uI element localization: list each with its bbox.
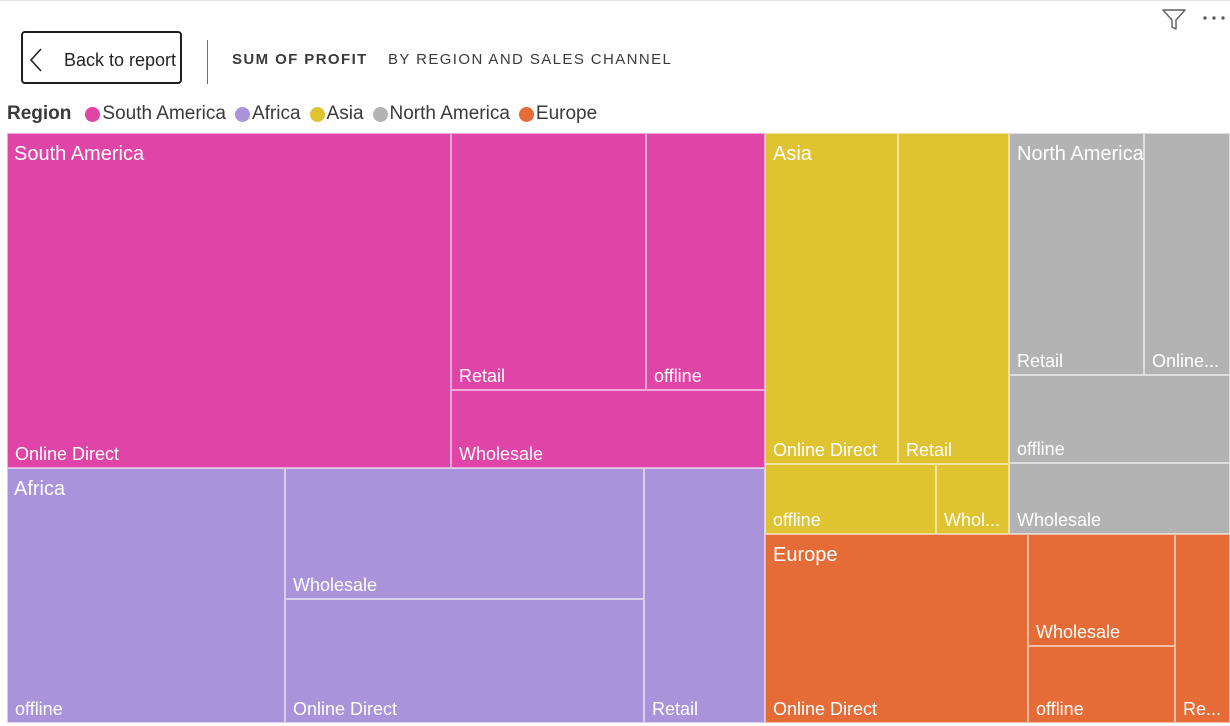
treemap-tile-south-america-online-direct[interactable]: Online Direct bbox=[7, 133, 451, 468]
tile-label: Retail bbox=[906, 440, 953, 460]
legend-item-africa[interactable]: Africa bbox=[234, 103, 301, 125]
treemap-tile-asia-online-direct[interactable]: Online Direct bbox=[765, 133, 898, 464]
treemap-tile-europe-online-direct[interactable]: Online Direct bbox=[765, 534, 1028, 723]
tile-label: Online Direct bbox=[773, 440, 878, 460]
tile-label: Online Direct bbox=[293, 699, 398, 719]
more-options-icon[interactable] bbox=[1201, 8, 1227, 28]
legend-label: Asia bbox=[326, 103, 364, 124]
tile-label: Online Direct bbox=[773, 699, 878, 719]
tile-label: Retail bbox=[459, 366, 506, 386]
tile-label: Online... bbox=[1152, 351, 1220, 371]
header-divider bbox=[207, 40, 208, 84]
treemap-tile-asia-retail[interactable]: Retail bbox=[898, 133, 1009, 464]
tile-label: offline bbox=[1036, 699, 1084, 719]
treemap-tile-africa-retail[interactable]: Retail bbox=[644, 468, 765, 723]
legend-label: North America bbox=[389, 103, 510, 124]
legend-item-north-america[interactable]: North America bbox=[372, 103, 510, 125]
chart-legend: Region South America Africa Asia North A… bbox=[7, 101, 606, 127]
back-to-report-button[interactable]: Back to report bbox=[21, 31, 182, 84]
treemap-tile-europe-wholesale[interactable]: Wholesale bbox=[1028, 534, 1175, 646]
chart-title-measure: SUM OF PROFIT bbox=[232, 51, 368, 68]
tile-label: Wholesale bbox=[459, 444, 544, 464]
tile-label: Wholesale bbox=[293, 575, 378, 595]
treemap-tile-south-america-retail[interactable]: Retail bbox=[451, 133, 646, 390]
legend-label: Africa bbox=[251, 103, 301, 124]
top-border bbox=[0, 0, 1230, 1]
treemap-tile-south-america-offline[interactable]: offline bbox=[646, 133, 765, 390]
tile-label: offline bbox=[1017, 439, 1065, 459]
legend-item-south-america[interactable]: South America bbox=[85, 103, 226, 125]
chevron-left-icon bbox=[29, 48, 42, 72]
legend-dot bbox=[234, 106, 250, 122]
tile-label: Whol... bbox=[944, 510, 1001, 530]
legend-dot bbox=[85, 106, 101, 122]
treemap-tile-asia-whol[interactable]: Whol... bbox=[936, 464, 1009, 534]
treemap-tile-south-america-wholesale[interactable]: Wholesale bbox=[451, 390, 765, 468]
legend-label: Europe bbox=[535, 103, 598, 124]
treemap-tile-north-america-wholesale[interactable]: Wholesale bbox=[1009, 463, 1230, 534]
treemap-tile-africa-offline[interactable]: offline bbox=[7, 468, 285, 723]
legend-label: South America bbox=[102, 103, 226, 124]
legend-dot bbox=[309, 106, 325, 122]
treemap-tile-europe-re[interactable]: Re... bbox=[1175, 534, 1230, 723]
tile-label: Retail bbox=[1017, 351, 1064, 371]
legend-title: Region bbox=[7, 103, 72, 124]
treemap-tile-europe-offline[interactable]: offline bbox=[1028, 646, 1175, 723]
tile-label: Retail bbox=[652, 699, 699, 719]
tile-label: Wholesale bbox=[1017, 510, 1102, 530]
chart-title-grouping: BY REGION AND SALES CHANNEL bbox=[388, 51, 673, 68]
treemap-tile-north-america-retail[interactable]: Retail bbox=[1009, 133, 1144, 375]
treemap-tile-africa-wholesale[interactable]: Wholesale bbox=[285, 468, 644, 599]
filter-icon[interactable] bbox=[1161, 8, 1187, 32]
tile-label: Online Direct bbox=[15, 444, 120, 464]
tile-label: offline bbox=[654, 366, 702, 386]
back-button-label: Back to report bbox=[64, 50, 177, 70]
legend-item-europe[interactable]: Europe bbox=[518, 103, 598, 125]
treemap-tile-africa-online-direct[interactable]: Online Direct bbox=[285, 599, 644, 723]
treemap-tile-north-america-online[interactable]: Online... bbox=[1144, 133, 1230, 375]
tile-label: offline bbox=[15, 699, 63, 719]
legend-dot bbox=[518, 106, 534, 122]
tile-label: offline bbox=[773, 510, 821, 530]
tile-label: Wholesale bbox=[1036, 622, 1121, 642]
tile-label: Re... bbox=[1183, 699, 1222, 719]
legend-dot bbox=[372, 106, 388, 122]
treemap-tile-north-america-offline[interactable]: offline bbox=[1009, 375, 1230, 463]
legend-item-asia[interactable]: Asia bbox=[309, 103, 364, 125]
treemap-tile-asia-offline[interactable]: offline bbox=[765, 464, 936, 534]
